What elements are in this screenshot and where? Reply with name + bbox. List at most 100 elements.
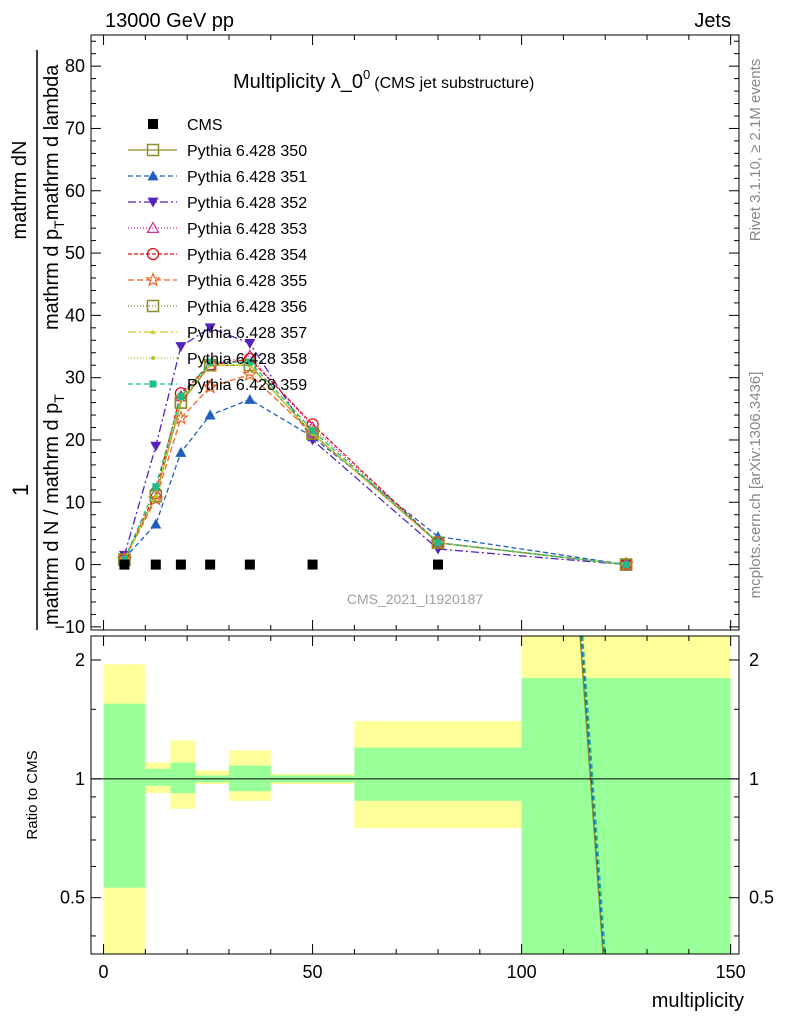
legend-entry-cms: CMS <box>148 117 223 134</box>
marker-square-filled <box>149 380 157 388</box>
main-y-tick-label: 60 <box>65 181 85 201</box>
x-tick-label: 0 <box>99 962 109 982</box>
ratio-plot-frame <box>90 635 740 955</box>
mc-series-line <box>123 373 627 566</box>
marker-square-filled <box>309 427 317 435</box>
mc-series-line <box>123 361 627 566</box>
cms-data-point <box>205 559 216 570</box>
marker-square-open <box>619 558 633 571</box>
marker-triangle-down <box>147 197 159 208</box>
marker-square-filled <box>177 392 185 400</box>
mcplots-credit-label: mcplots.cern.ch [arXiv:1306.3436] <box>747 372 764 599</box>
ratio-mc-lines <box>579 635 606 955</box>
legend-label: Pythia 6.428 358 <box>187 351 307 368</box>
marker-dot <box>151 356 155 360</box>
marker-star-open <box>241 366 258 382</box>
main-y-tick-label: 10 <box>65 492 85 512</box>
mc-series-line <box>123 364 627 566</box>
mc-series <box>116 366 635 572</box>
marker-triangle-down <box>150 441 162 452</box>
marker-circle-open <box>146 247 160 261</box>
main-y-tick-label: 70 <box>65 118 85 138</box>
marker-triangle-down <box>175 342 187 353</box>
ratio-band-inner <box>354 747 522 801</box>
ratio-y-tick-label: 0.5 <box>60 888 85 908</box>
marker-triangle-small <box>150 329 156 334</box>
legend-entry: Pythia 6.428 359 <box>128 377 307 394</box>
x-tick-label: 100 <box>507 962 537 982</box>
y-label-one: 1 <box>8 484 33 496</box>
marker-star-open <box>202 378 219 394</box>
main-y-tick-label: 20 <box>65 430 85 450</box>
legend-entry: Pythia 6.428 357 <box>128 325 307 342</box>
ratio-y-tick-label: 2 <box>75 650 85 670</box>
cms-data-point <box>150 559 161 570</box>
header-energy-label: 13000 GeV pp <box>105 10 234 32</box>
chart-title: Multiplicity λ_00(CMS jet substructure) <box>233 67 534 93</box>
main-y-tick-label: 30 <box>65 368 85 388</box>
legend-entry: Pythia 6.428 351 <box>128 169 307 186</box>
marker-triangle-up <box>147 170 159 181</box>
ratio-mc-line <box>579 635 604 955</box>
mc-series-group <box>116 323 635 572</box>
cms-data-point <box>307 559 318 570</box>
ratio-mc-line <box>580 635 605 955</box>
cms-data-point <box>432 559 443 570</box>
legend-label: Pythia 6.428 357 <box>187 325 307 342</box>
legend-label: Pythia 6.428 354 <box>187 247 307 264</box>
marker-triangle-down <box>204 323 216 334</box>
marker-triangle-up <box>204 409 216 420</box>
legend-entry: Pythia 6.428 353 <box>128 221 307 238</box>
x-axis-label: multiplicity <box>652 990 744 1012</box>
main-plot-frame <box>90 34 740 631</box>
main-plot-panel <box>90 34 740 631</box>
ratio-uncertainty-bands <box>103 636 731 954</box>
legend-entry: Pythia 6.428 355 <box>128 271 307 290</box>
ratio-band-inner <box>521 678 731 954</box>
x-tick-label: 150 <box>716 962 746 982</box>
legend-label: Pythia 6.428 352 <box>187 195 307 212</box>
legend-entry: Pythia 6.428 358 <box>128 351 307 368</box>
header-jets-label: Jets <box>694 10 731 32</box>
main-y-tick-label: 40 <box>65 305 85 325</box>
mc-series-line <box>123 398 627 566</box>
legend-entry: Pythia 6.428 352 <box>128 195 307 212</box>
y-label-denominator: mathrm d N / mathrm d pT <box>41 394 67 625</box>
x-tick-label: 50 <box>303 962 323 982</box>
legend-label: Pythia 6.428 353 <box>187 221 307 238</box>
ratio-mc-line <box>581 635 606 955</box>
ratio-y-tick-label: 1 <box>75 769 85 789</box>
cms-data-point <box>148 119 158 129</box>
ratio-y-tick-label-right: 0.5 <box>749 888 774 908</box>
y-label-right-denominator: mathrm d pTmathrm d lambda <box>41 64 67 330</box>
legend: CMS Pythia 6.428 350 Pythia 6.428 351 Pythi… <box>128 117 307 394</box>
legend-label: CMS <box>187 117 223 134</box>
main-y-tick-label: 50 <box>65 243 85 263</box>
cms-data-point <box>119 559 130 570</box>
marker-square-open <box>146 299 160 313</box>
y-label-right-numerator: mathrm dN <box>9 141 31 240</box>
main-y-tick-label: 0 <box>75 555 85 575</box>
marker-square-open <box>149 489 163 503</box>
legend-entry: Pythia 6.428 356 <box>128 299 307 316</box>
ratio-band-inner <box>145 768 171 786</box>
cms-data-point <box>244 559 255 570</box>
marker-dot <box>153 494 158 499</box>
main-y-tick-label: −10 <box>54 617 85 637</box>
marker-star-open <box>145 271 161 287</box>
ratio-band-inner <box>103 703 146 888</box>
mc-series-line <box>123 358 627 566</box>
mc-series-line <box>123 364 627 566</box>
rivet-version-label: Rivet 3.1.10, ≥ 2.1M events <box>747 59 764 242</box>
mc-series <box>118 393 632 569</box>
marker-square-open <box>431 536 445 550</box>
analysis-watermark: CMS_2021_I1920187 <box>347 591 483 607</box>
cms-data-point <box>175 559 186 570</box>
legend-label: Pythia 6.428 356 <box>187 299 307 316</box>
mc-series-line <box>123 364 627 566</box>
mc-series-line <box>123 364 627 566</box>
main-y-ticks: −10 0 10 20 30 40 50 60 70 80 <box>54 40 739 637</box>
cms-data-points <box>119 559 443 570</box>
marker-triangle-open <box>146 221 160 233</box>
marker-triangle-up <box>244 393 256 404</box>
